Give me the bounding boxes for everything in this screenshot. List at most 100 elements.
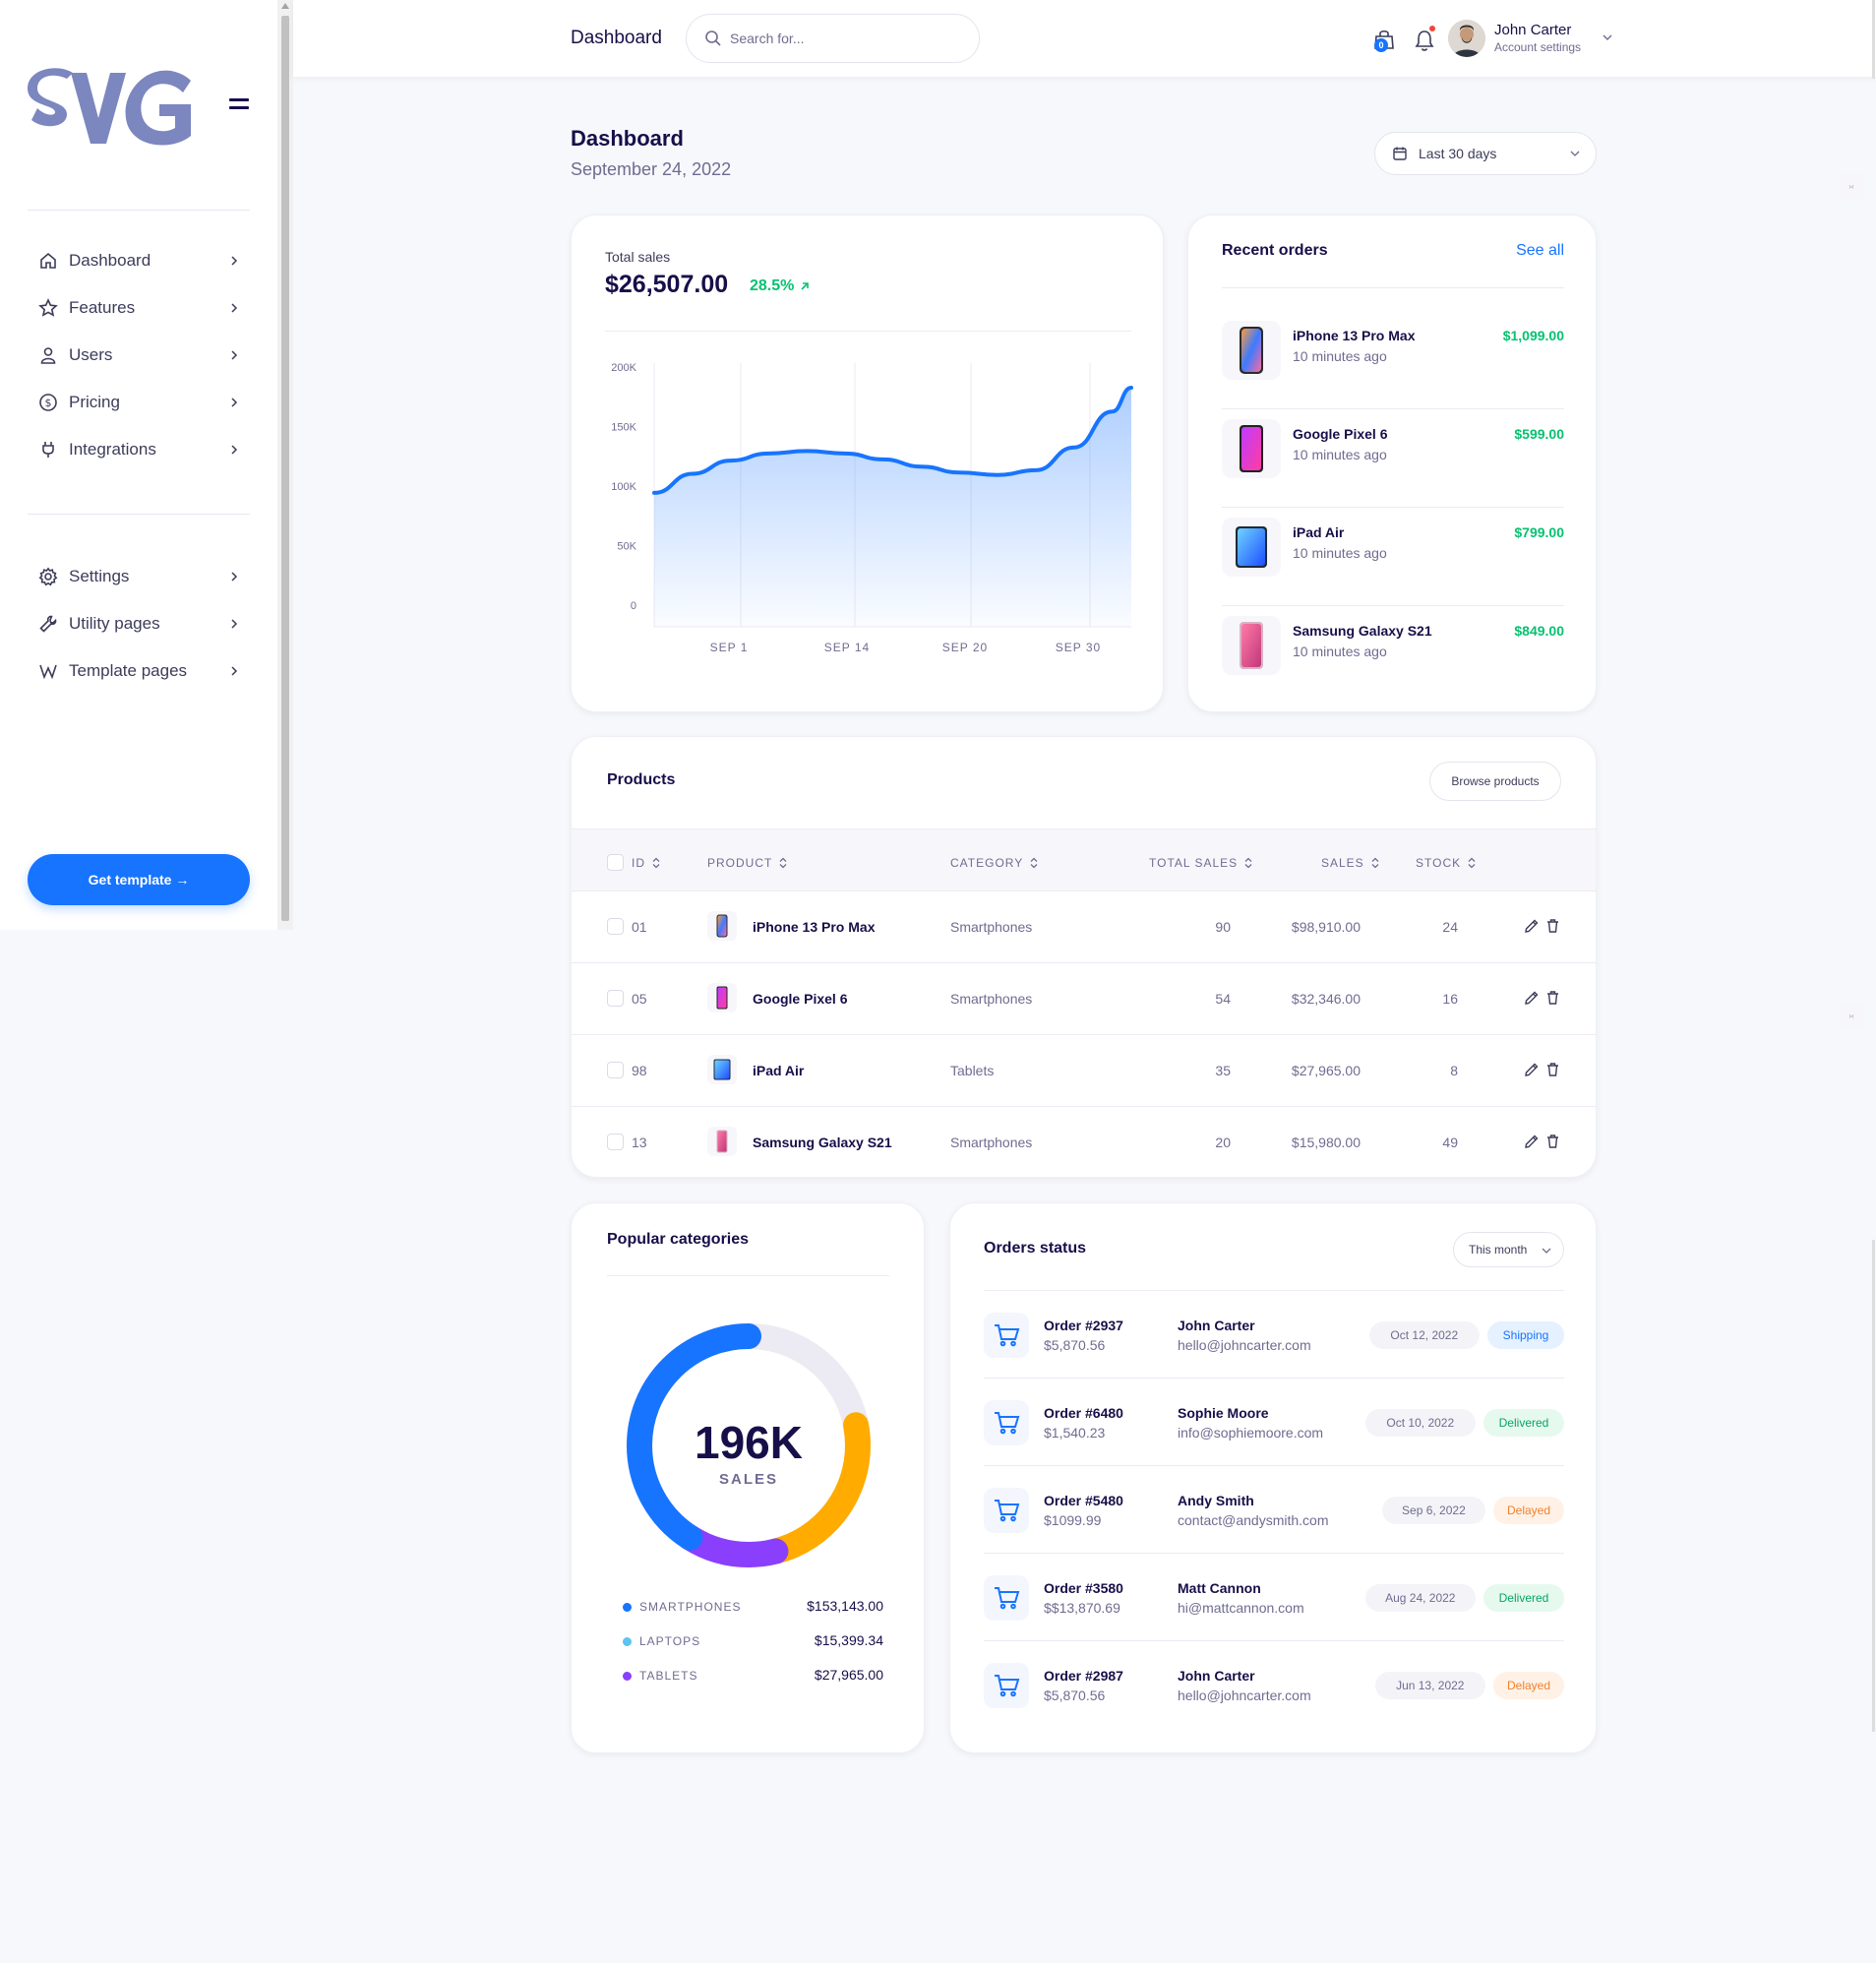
user-name[interactable]: John Carter (1494, 22, 1572, 38)
sidebar-item-features[interactable]: Features (37, 293, 240, 323)
sidebar-item-pricing[interactable]: $ Pricing (37, 388, 240, 417)
trash-icon[interactable] (1545, 990, 1560, 1006)
galaxy-phone-icon (707, 1127, 737, 1156)
user-icon (37, 344, 59, 366)
order-status-row[interactable]: Order #6480 $1,540.23 Sophie Moore info@sop… (984, 1379, 1564, 1466)
select-all-checkbox[interactable] (607, 854, 624, 871)
column-header-id[interactable]: ID (632, 856, 660, 870)
cell-id: 98 (632, 1063, 647, 1078)
order-id[interactable]: Order #3580 (1044, 1580, 1123, 1596)
order-price: $1,099.00 (1502, 328, 1564, 343)
sidebar-item-label: Pricing (69, 393, 120, 411)
edit-pencil-icon[interactable] (1524, 1134, 1540, 1149)
order-price: $599.00 (1514, 426, 1564, 442)
date-range-select[interactable]: Last 30 days (1374, 132, 1597, 175)
bell-icon[interactable] (1414, 29, 1435, 52)
edit-pencil-icon[interactable] (1524, 1062, 1540, 1077)
cell-category: Smartphones (950, 991, 1033, 1007)
cell-product[interactable]: Samsung Galaxy S21 (753, 1135, 892, 1150)
cell-stock: 16 (1442, 991, 1458, 1007)
avatar[interactable] (1448, 20, 1485, 57)
categories-donut-chart (627, 1323, 871, 1567)
topbar-title: Dashboard (571, 28, 662, 48)
sidebar-item-integrations[interactable]: Integrations (37, 435, 240, 464)
sidebar-item-utility-pages[interactable]: Utility pages (37, 609, 240, 639)
cell-category: Smartphones (950, 1135, 1033, 1150)
trash-icon[interactable] (1545, 918, 1560, 934)
column-header-stock[interactable]: STOCK (1416, 856, 1476, 870)
row-divider (1222, 408, 1564, 409)
products-title: Products (607, 771, 676, 788)
cell-sales: $27,965.00 (1291, 1063, 1361, 1078)
order-status-row[interactable]: Order #3580 $$13,870.69 Matt Cannon hi@matt… (984, 1554, 1564, 1641)
svg-logo-icon (28, 68, 191, 146)
logo[interactable] (28, 57, 195, 155)
sort-icon (652, 857, 660, 869)
status-badge: Delayed (1493, 1497, 1564, 1524)
order-status-row[interactable]: Order #2987 $5,870.56 John Carter hello@joh… (984, 1641, 1564, 1729)
sidebar-item-settings[interactable]: Settings (37, 562, 240, 591)
column-header-product[interactable]: PRODUCT (707, 856, 787, 870)
order-status-row[interactable]: Order #5480 $1099.99 Andy Smith contact@and… (984, 1466, 1564, 1554)
cell-product[interactable]: iPhone 13 Pro Max (753, 919, 876, 935)
scroll-up-arrow-icon[interactable] (281, 3, 289, 9)
period-select[interactable]: This month (1453, 1232, 1564, 1267)
menu-toggle-icon[interactable] (229, 98, 249, 110)
recent-order-row[interactable]: iPhone 13 Pro Max 10 minutes ago $1,099.… (1222, 311, 1564, 409)
chevron-down-icon[interactable] (1602, 32, 1613, 42)
row-checkbox[interactable] (607, 1062, 624, 1078)
order-id[interactable]: Order #2987 (1044, 1668, 1123, 1684)
collapse-widget-icon[interactable]: ›‹ (1839, 1003, 1864, 1028)
order-status-row[interactable]: Order #2937 $5,870.56 John Carter hello@joh… (984, 1291, 1564, 1379)
iphone-icon (1222, 321, 1281, 380)
trash-icon[interactable] (1545, 1134, 1560, 1149)
row-checkbox[interactable] (607, 918, 624, 935)
order-time: 10 minutes ago (1293, 545, 1387, 561)
calendar-icon (1393, 147, 1407, 160)
table-row[interactable]: 01 iPhone 13 Pro Max Smartphones 90 $98,… (572, 891, 1596, 963)
cell-total-sales: 20 (1215, 1135, 1231, 1150)
recent-order-row[interactable]: Google Pixel 6 10 minutes ago $599.00 (1222, 409, 1564, 508)
collapse-widget-icon[interactable]: ›‹ (1839, 173, 1864, 199)
account-settings-link[interactable]: Account settings (1494, 40, 1582, 54)
table-row[interactable]: 13 Samsung Galaxy S21 Smartphones 20 $15… (572, 1107, 1596, 1177)
legend-value: $153,143.00 (807, 1598, 883, 1614)
recent-orders-card: Recent orders See all iPhone 13 Pro Max … (1187, 215, 1597, 712)
order-id[interactable]: Order #6480 (1044, 1405, 1123, 1421)
order-id[interactable]: Order #2937 (1044, 1318, 1123, 1333)
sidebar-item-label: Settings (69, 567, 130, 585)
search-box[interactable] (686, 14, 980, 63)
sidebar-item-template-pages[interactable]: Template pages (37, 656, 240, 686)
cell-total-sales: 90 (1215, 919, 1231, 935)
edit-pencil-icon[interactable] (1524, 990, 1540, 1006)
recent-order-row[interactable]: Samsung Galaxy S21 10 minutes ago $849.0… (1222, 606, 1564, 705)
browse-products-button[interactable]: Browse products (1429, 762, 1561, 801)
table-row[interactable]: 05 Google Pixel 6 Smartphones 54 $32,346… (572, 963, 1596, 1035)
column-header-total-sales[interactable]: TOTAL SALES (1149, 856, 1252, 870)
row-checkbox[interactable] (607, 1134, 624, 1150)
order-id[interactable]: Order #5480 (1044, 1493, 1123, 1508)
donut-segment-orange (627, 1323, 871, 1567)
search-input[interactable] (730, 31, 946, 46)
edit-pencil-icon[interactable] (1524, 918, 1540, 934)
sidebar-item-users[interactable]: Users (37, 340, 240, 370)
recent-order-row[interactable]: iPad Air 10 minutes ago $799.00 (1222, 508, 1564, 606)
popular-categories-title: Popular categories (607, 1231, 750, 1248)
sidebar-item-dashboard[interactable]: Dashboard (37, 246, 240, 276)
cart-icon (984, 1488, 1029, 1533)
trash-icon[interactable] (1545, 1062, 1560, 1077)
table-row[interactable]: 98 iPad Air Tablets 35 $27,965.00 8 (572, 1035, 1596, 1107)
see-all-link[interactable]: See all (1516, 242, 1564, 259)
order-amount: $5,870.56 (1044, 1337, 1106, 1353)
cell-product[interactable]: Google Pixel 6 (753, 991, 848, 1007)
cell-product[interactable]: iPad Air (753, 1063, 805, 1078)
cell-id: 05 (632, 991, 647, 1007)
row-checkbox[interactable] (607, 990, 624, 1007)
column-header-category[interactable]: CATEGORY (950, 856, 1038, 870)
get-template-button[interactable]: Get template → (28, 854, 250, 905)
sales-change-value: 28.5% (750, 277, 795, 294)
sidebar: Dashboard Features Users $ Pricing Integ… (0, 0, 277, 930)
sidebar-scrollbar-thumb[interactable] (281, 16, 289, 921)
header-label: TOTAL SALES (1149, 856, 1239, 870)
column-header-sales[interactable]: SALES (1321, 856, 1379, 870)
